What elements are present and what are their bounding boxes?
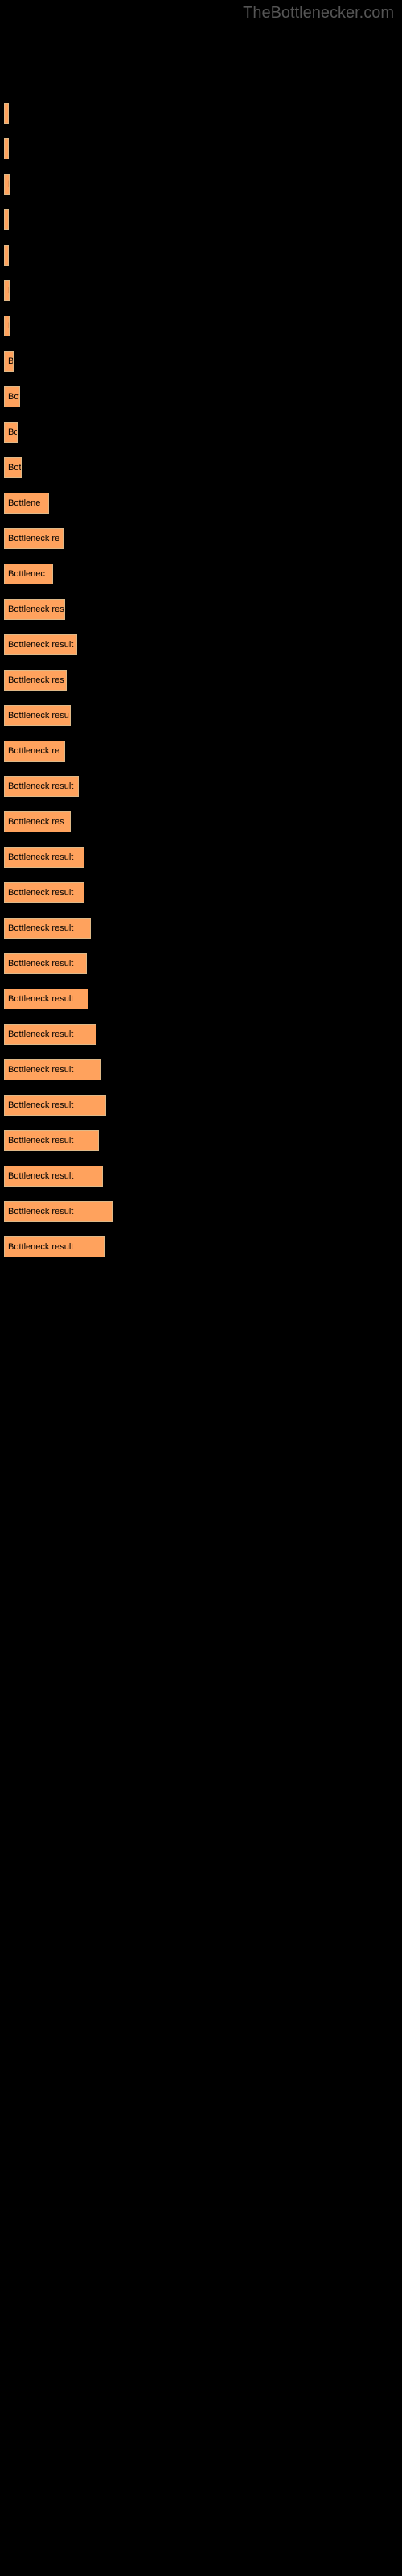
chart-bar: Bottleneck result <box>4 1236 105 1257</box>
chart-bar: Bottleneck result <box>4 1059 100 1080</box>
bar-text: Bottleneck re <box>8 746 59 756</box>
chart-bar: Bottleneck result <box>4 953 87 974</box>
chart-bar: Bottleneck result <box>4 1095 106 1116</box>
chart-bar: Bottleneck result <box>4 847 84 868</box>
chart-bar: Bottleneck res <box>4 670 67 691</box>
bar-text: Bottleneck res <box>8 675 64 685</box>
bar-text: Bottleneck result <box>8 1030 73 1039</box>
chart-bar: Bottlene <box>4 493 49 514</box>
bar-text: Bottleneck result <box>8 1207 73 1216</box>
bar-row: Bottleneck result <box>4 918 398 939</box>
bar-row: Bottleneck result <box>4 1130 398 1151</box>
bar-row: Bot <box>4 457 398 478</box>
bar-row: Bottleneck result <box>4 1024 398 1045</box>
chart-bar: Bottleneck result <box>4 1201 113 1222</box>
bar-row: B <box>4 174 398 195</box>
chart-bar: Bo <box>4 351 14 372</box>
chart-bar: Bot <box>4 386 20 407</box>
bar-row <box>4 103 398 124</box>
bar-row: Bottleneck result <box>4 882 398 903</box>
chart-bar: Bottleneck resu <box>4 705 71 726</box>
chart-bar: Bottleneck res <box>4 599 65 620</box>
chart-bar: Bottleneck result <box>4 882 84 903</box>
bar-text: Bottleneck result <box>8 1065 73 1075</box>
chart-container: B B B Bo Bot Bo Bot Bottlene Bottleneck re Bottle… <box>0 23 402 1288</box>
chart-bar: Bottleneck result <box>4 989 88 1009</box>
chart-bar <box>4 209 9 230</box>
chart-bar: Bottleneck result <box>4 1024 96 1045</box>
bar-row: Bottlene <box>4 493 398 514</box>
bar-text: Bottlenec <box>8 569 45 579</box>
bar-row: Bottleneck result <box>4 634 398 655</box>
bar-text: Bottleneck re <box>8 534 59 543</box>
bar-text: Bo <box>8 357 14 366</box>
chart-bar: Bottleneck result <box>4 918 91 939</box>
bar-row: Bottleneck re <box>4 741 398 762</box>
chart-bar: Bot <box>4 457 22 478</box>
bar-row: Bottleneck result <box>4 953 398 974</box>
watermark-text: TheBottlenecker.com <box>0 0 402 23</box>
bar-row: Bot <box>4 386 398 407</box>
bar-row: B <box>4 316 398 336</box>
bar-row: Bottleneck result <box>4 989 398 1009</box>
chart-bar: Bottleneck res <box>4 811 71 832</box>
bar-row: Bottleneck re <box>4 528 398 549</box>
bar-text: Bottleneck res <box>8 605 64 614</box>
bar-row: Bottleneck result <box>4 1166 398 1187</box>
bar-text: Bo <box>8 427 18 437</box>
bar-row <box>4 209 398 230</box>
bar-row: B <box>4 280 398 301</box>
bar-text: B <box>8 180 10 189</box>
bar-row: Bottleneck result <box>4 1201 398 1222</box>
chart-bar: B <box>4 174 10 195</box>
bar-text: Bottleneck result <box>8 1136 73 1146</box>
bar-row: Bottleneck result <box>4 776 398 797</box>
bar-text: Bottleneck result <box>8 1242 73 1252</box>
chart-bar <box>4 245 9 266</box>
chart-bar: Bottleneck result <box>4 776 79 797</box>
chart-bar: Bottleneck result <box>4 1130 99 1151</box>
bar-row: Bottleneck res <box>4 670 398 691</box>
bar-row: Bottleneck result <box>4 1059 398 1080</box>
bar-text: B <box>8 321 10 331</box>
bar-row: Bottleneck result <box>4 1095 398 1116</box>
chart-bar <box>4 138 9 159</box>
bar-text: Bottleneck result <box>8 888 73 898</box>
bar-text: Bot <box>8 463 22 473</box>
bar-text: B <box>8 286 10 295</box>
bar-row: Bottleneck result <box>4 847 398 868</box>
chart-bar: Bo <box>4 422 18 443</box>
bar-text: Bottleneck result <box>8 640 73 650</box>
bar-row: Bottleneck res <box>4 811 398 832</box>
bar-text: Bottleneck res <box>8 817 64 827</box>
bar-text: Bottleneck result <box>8 1171 73 1181</box>
bar-row: Bo <box>4 351 398 372</box>
bar-text: Bottleneck result <box>8 959 73 968</box>
bar-row: Bottleneck resu <box>4 705 398 726</box>
bar-row <box>4 138 398 159</box>
bar-row <box>4 245 398 266</box>
bar-row: Bottleneck res <box>4 599 398 620</box>
chart-bar: Bottleneck re <box>4 528 64 549</box>
bar-text: Bottleneck result <box>8 852 73 862</box>
bar-row: Bottlenec <box>4 564 398 584</box>
chart-bar: Bottlenec <box>4 564 53 584</box>
chart-bar: Bottleneck result <box>4 1166 103 1187</box>
chart-bar: B <box>4 280 10 301</box>
bar-text: Bottleneck resu <box>8 711 69 720</box>
bar-text: Bottleneck result <box>8 994 73 1004</box>
bar-row: Bottleneck result <box>4 1236 398 1257</box>
bar-text: Bottleneck result <box>8 1100 73 1110</box>
chart-bar <box>4 103 9 124</box>
bar-row: Bo <box>4 422 398 443</box>
bar-text: Bottlene <box>8 498 40 508</box>
chart-bar: Bottleneck re <box>4 741 65 762</box>
bar-text: Bot <box>8 392 20 402</box>
bar-text: Bottleneck result <box>8 923 73 933</box>
chart-bar: B <box>4 316 10 336</box>
bar-text: Bottleneck result <box>8 782 73 791</box>
chart-bar: Bottleneck result <box>4 634 77 655</box>
